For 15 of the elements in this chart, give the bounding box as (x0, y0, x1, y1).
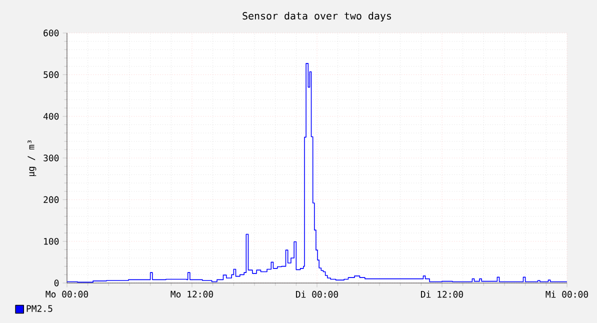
x-tick-label: Mo 00:00 (46, 290, 88, 298)
x-tick-label: Mo 12:00 (170, 290, 213, 298)
y-tick-label: 0 (54, 280, 59, 286)
chart-title: Sensor data over two days (242, 12, 391, 22)
y-tick-label: 200 (44, 196, 59, 204)
y-tick-label: 300 (44, 154, 59, 162)
x-tick-label: Di 12:00 (421, 290, 463, 298)
legend-label: PM2.5 (26, 305, 52, 312)
x-tick-label: Mi 00:00 (546, 290, 588, 298)
y-tick-label: 600 (44, 30, 59, 36)
y-axis-title: µg / m³ (28, 140, 36, 176)
y-tick-label: 400 (43, 112, 59, 120)
y-tick-label: 500 (44, 71, 59, 78)
y-tick-label: 100 (44, 238, 59, 245)
x-tick-label: Di 00:00 (296, 290, 338, 298)
